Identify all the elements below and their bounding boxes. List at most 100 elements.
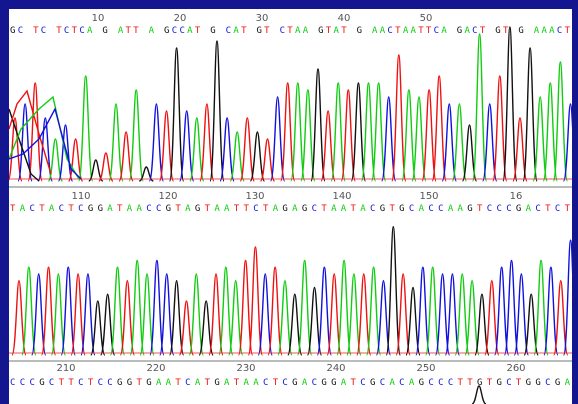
peak-t xyxy=(247,246,264,356)
peak-a xyxy=(229,131,245,182)
peak-a xyxy=(128,89,144,182)
position-label: 240 xyxy=(326,363,345,374)
peak-t xyxy=(492,75,508,182)
peak-a xyxy=(411,96,427,182)
peak-a xyxy=(330,82,346,182)
peak-c xyxy=(493,266,510,356)
peak-t xyxy=(280,82,296,182)
position-label: 50 xyxy=(420,13,433,24)
position-label: 250 xyxy=(416,363,435,374)
peak-c xyxy=(17,103,33,182)
peak-a xyxy=(189,117,205,182)
peak-g xyxy=(249,131,266,182)
position-label: 30 xyxy=(256,13,269,24)
peak-t xyxy=(512,117,528,182)
peak-a xyxy=(533,259,549,356)
peak-g xyxy=(310,68,326,182)
peak-a xyxy=(336,259,352,356)
peak-g xyxy=(474,293,490,356)
peak-t xyxy=(326,273,342,356)
peak-a xyxy=(296,259,313,356)
peak-c xyxy=(148,103,165,182)
position-label: 16 xyxy=(510,191,523,202)
peak-g xyxy=(168,280,185,356)
peak-c xyxy=(219,117,235,182)
peak-g xyxy=(90,300,106,356)
peak-g xyxy=(99,293,116,356)
peak-g xyxy=(350,82,367,182)
peak-t xyxy=(267,266,283,356)
peak-t xyxy=(118,131,134,182)
peak-a xyxy=(370,82,387,182)
peak-c xyxy=(375,280,392,356)
peak-g xyxy=(471,385,487,404)
peak-a xyxy=(532,96,548,182)
peak-c xyxy=(562,239,572,356)
peak-t xyxy=(11,280,27,356)
peak-c xyxy=(60,266,76,356)
peak-g xyxy=(306,286,323,356)
position-label: 20 xyxy=(174,13,187,24)
peak-g xyxy=(385,226,401,356)
peak-a xyxy=(109,266,126,356)
peak-c xyxy=(159,273,175,356)
peak-a xyxy=(21,266,37,356)
peak-a xyxy=(425,266,441,356)
position-label: 130 xyxy=(245,191,264,202)
peak-c xyxy=(179,110,195,182)
position-label: 120 xyxy=(158,191,177,202)
peak-a xyxy=(78,75,94,182)
peak-t xyxy=(158,110,175,182)
peak-c xyxy=(415,266,431,356)
position-label: 150 xyxy=(419,191,438,202)
peak-a xyxy=(300,89,316,182)
peak-g xyxy=(88,159,104,182)
peak-t xyxy=(340,89,356,182)
peak-c xyxy=(57,124,74,182)
peak-a xyxy=(464,280,480,356)
peak-a xyxy=(188,273,204,356)
peak-g xyxy=(209,40,225,182)
peak-t xyxy=(484,280,500,356)
peak-a xyxy=(360,82,377,182)
peak-c xyxy=(149,259,165,356)
peak-a xyxy=(451,103,468,182)
peak-a xyxy=(50,273,67,356)
peak-a xyxy=(218,266,234,356)
peak-c xyxy=(381,96,397,182)
peak-t xyxy=(239,117,255,182)
peak-t xyxy=(259,138,276,182)
peak-t xyxy=(237,259,254,356)
peak-g xyxy=(522,47,538,182)
peak-t xyxy=(178,300,195,356)
peak-a xyxy=(346,273,362,356)
peak-g xyxy=(405,286,421,356)
peak-a xyxy=(290,82,306,182)
peak-g xyxy=(168,47,185,182)
peak-c xyxy=(441,103,457,182)
peak-a xyxy=(139,273,155,356)
peak-t xyxy=(70,273,86,356)
position-label: 40 xyxy=(338,13,351,24)
peak-g xyxy=(502,26,518,182)
position-label: 110 xyxy=(71,191,90,202)
peak-t xyxy=(391,54,407,182)
position-label: 10 xyxy=(92,13,105,24)
peak-a xyxy=(108,103,124,182)
peak-c xyxy=(80,273,96,356)
early-broad-peak xyxy=(9,89,52,175)
peak-c xyxy=(513,273,530,356)
peak-t xyxy=(421,89,437,182)
peak-c xyxy=(482,103,498,182)
peak-c xyxy=(269,96,286,182)
peak-t xyxy=(9,117,23,182)
peak-c xyxy=(503,259,520,356)
peak-a xyxy=(401,89,417,182)
position-label: 140 xyxy=(332,191,351,202)
peak-c xyxy=(444,273,461,356)
